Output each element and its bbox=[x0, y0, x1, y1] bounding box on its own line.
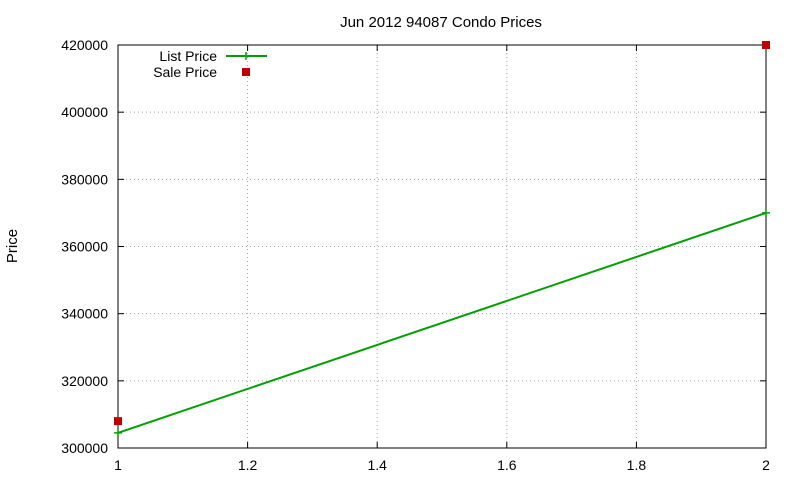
legend-plus-marker bbox=[242, 52, 250, 60]
x-tick-label: 1.8 bbox=[627, 457, 647, 473]
y-axis-label: Price bbox=[4, 229, 21, 263]
x-tick-label: 1 bbox=[114, 457, 122, 473]
y-tick-label: 340000 bbox=[61, 306, 108, 322]
list-price-point bbox=[762, 208, 770, 217]
sale-price-point bbox=[114, 417, 122, 426]
sale-price-point bbox=[762, 41, 770, 49]
y-tick-label: 420000 bbox=[61, 37, 108, 53]
series bbox=[114, 41, 770, 437]
x-tick-label: 1.6 bbox=[497, 457, 517, 473]
y-tick-label: 320000 bbox=[61, 373, 108, 389]
list-price-point bbox=[114, 428, 122, 437]
y-tick-labels: 300000 320000 340000 360000 380000 400000 4200… bbox=[61, 37, 108, 456]
y-tick-label: 400000 bbox=[61, 104, 108, 120]
y-tick-label: 360000 bbox=[61, 239, 108, 255]
list-price-line bbox=[117, 211, 767, 434]
legend-square-marker bbox=[242, 68, 250, 76]
y-tick-label: 380000 bbox=[61, 171, 108, 187]
legend-label: Sale Price bbox=[153, 64, 217, 80]
legend-label: List Price bbox=[159, 48, 217, 64]
x-tick-labels: 1 1.2 1.4 1.6 1.8 2 bbox=[114, 457, 770, 473]
y-tick-label: 300000 bbox=[61, 440, 108, 456]
x-tick-label: 2 bbox=[762, 457, 770, 473]
grid bbox=[118, 45, 766, 448]
x-tick-label: 1.2 bbox=[238, 457, 258, 473]
chart-title: Jun 2012 94087 Condo Prices bbox=[340, 14, 542, 31]
x-tick-label: 1.4 bbox=[367, 457, 387, 473]
